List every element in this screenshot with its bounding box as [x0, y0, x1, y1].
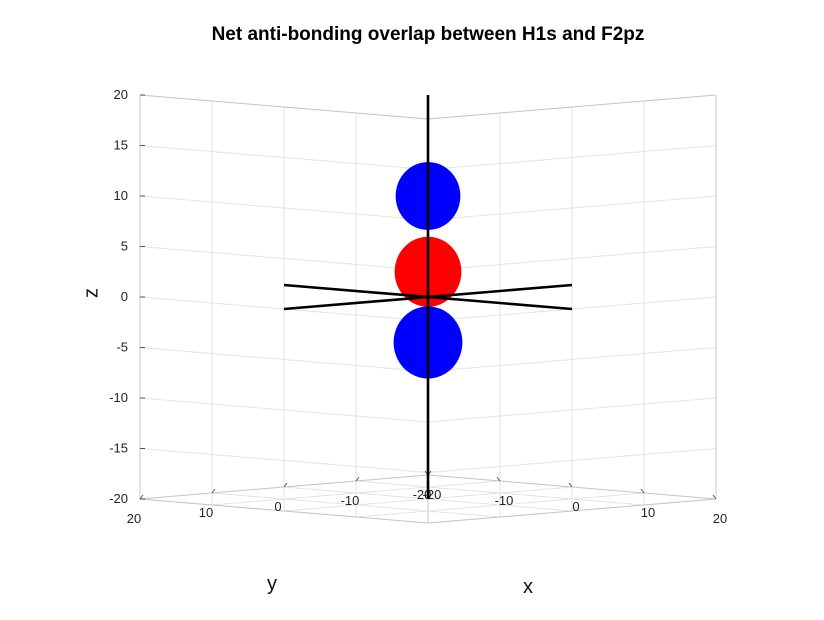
grid-line [139, 145, 429, 170]
z-tick-label: -15 [109, 441, 128, 456]
box-edge [139, 94, 429, 120]
grid-line [427, 347, 717, 372]
chart-title: Net anti-bonding overlap between H1s and… [212, 24, 645, 45]
y-axis-label: y [267, 573, 277, 595]
grid-line [139, 397, 429, 423]
x-tick-mark [568, 482, 573, 488]
grid-line [139, 347, 429, 372]
grid-line [139, 195, 429, 221]
y-tick-mark [211, 488, 216, 494]
grid-line [427, 195, 717, 221]
grid-line [427, 448, 717, 473]
x-tick-label: 20 [713, 511, 727, 526]
grid-line [427, 145, 717, 170]
z-axis-label: z [80, 288, 102, 298]
y-tick-mark [283, 482, 288, 488]
y-tick-mark [139, 494, 144, 500]
grid-line [211, 492, 501, 518]
z-tick-label: 5 [121, 239, 128, 254]
x-tick-mark [712, 494, 717, 500]
x-axis-label: x [523, 576, 533, 598]
grid-line [355, 480, 645, 506]
coordinate-axes-lines [283, 95, 573, 499]
x-tick-mark [496, 476, 501, 482]
y-axis-line [283, 283, 573, 311]
grid-line [139, 246, 429, 271]
z-tick-label: 0 [121, 289, 128, 304]
grid-line [427, 397, 717, 423]
box-edge [139, 498, 429, 524]
y-tick-label: 10 [199, 505, 213, 520]
z-tick-label: -5 [116, 340, 128, 355]
y-tick-mark [355, 476, 360, 482]
y-tick-label: 20 [127, 511, 141, 526]
grid-line [139, 448, 429, 473]
z-tick-label: 15 [114, 138, 128, 153]
grid-line [427, 246, 717, 271]
box-edge [427, 498, 717, 524]
x-tick-label: 10 [641, 505, 655, 520]
x-tick-label: 0 [572, 499, 579, 514]
y-tick-label: -10 [341, 493, 360, 508]
y-tick-label: -20 [413, 487, 432, 502]
box-edge [427, 94, 717, 120]
y-tick-label: 0 [274, 499, 281, 514]
x-tick-label: -10 [495, 493, 514, 508]
z-tick-label: 10 [114, 188, 128, 203]
z-tick-label: -10 [109, 390, 128, 405]
z-tick-label: -20 [109, 491, 128, 506]
z-tick-label: 20 [114, 87, 128, 102]
x-tick-mark [640, 488, 645, 494]
